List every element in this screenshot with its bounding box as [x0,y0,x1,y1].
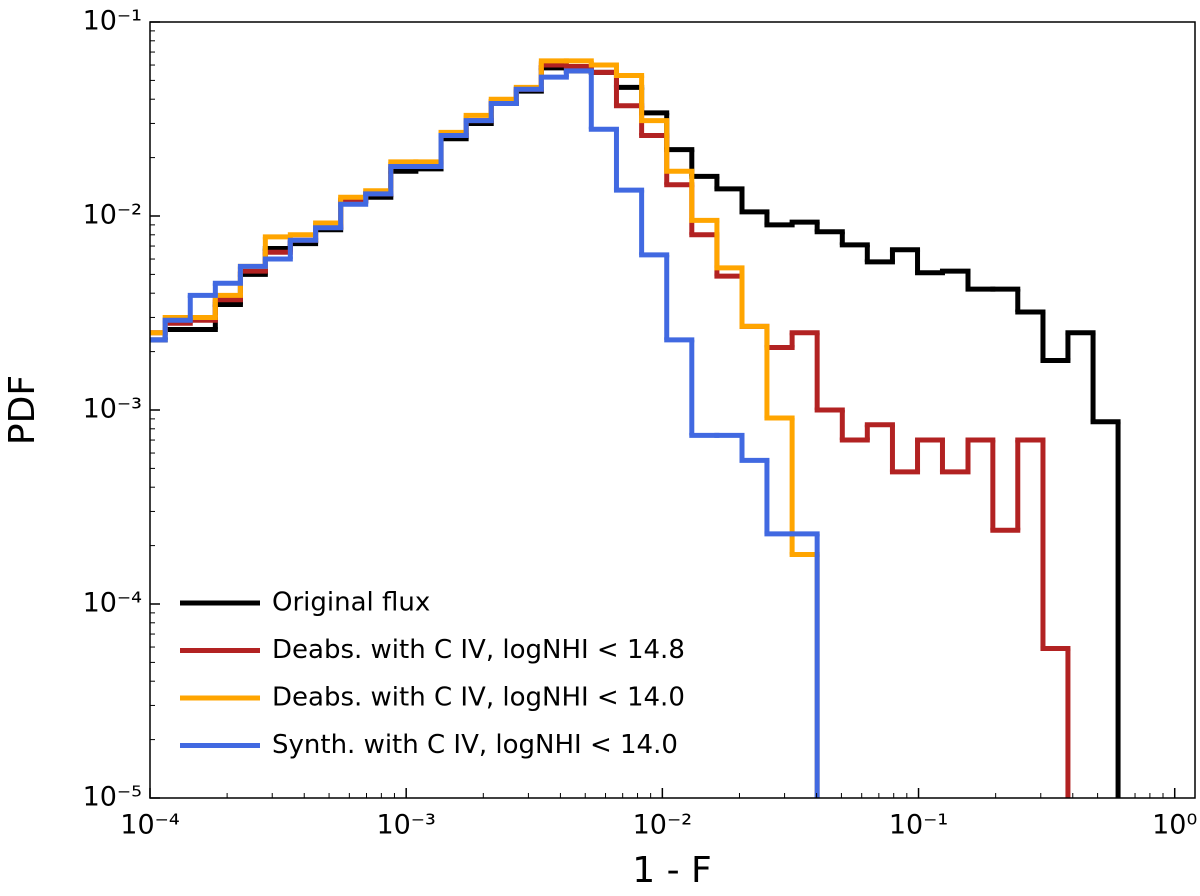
y-tick-label: 10⁻³ [83,394,142,425]
y-tick-label: 10⁻² [83,200,142,231]
y-tick-label: 10⁻¹ [83,6,142,37]
x-tick-label: 10⁻² [633,810,692,841]
x-tick-label: 10⁻¹ [889,810,948,841]
legend-label: Deabs. with C IV, logNHI < 14.0 [272,683,685,713]
legend-label: Original flux [272,588,430,618]
y-tick-label: 10⁻⁵ [83,782,142,813]
legend-label: Synth. with C IV, logNHI < 14.0 [272,730,678,760]
legend-label: Deabs. with C IV, logNHI < 14.8 [272,635,685,665]
y-tick-label: 10⁻⁴ [83,588,142,619]
x-tick-label: 10⁻³ [376,810,435,841]
x-tick-label: 10⁰ [1152,810,1197,841]
y-axis-label: PDF [2,375,43,445]
plot-marks [150,58,1121,798]
x-tick-label: 10⁻⁴ [120,810,179,841]
x-axis-label: 1 - F [632,850,712,891]
